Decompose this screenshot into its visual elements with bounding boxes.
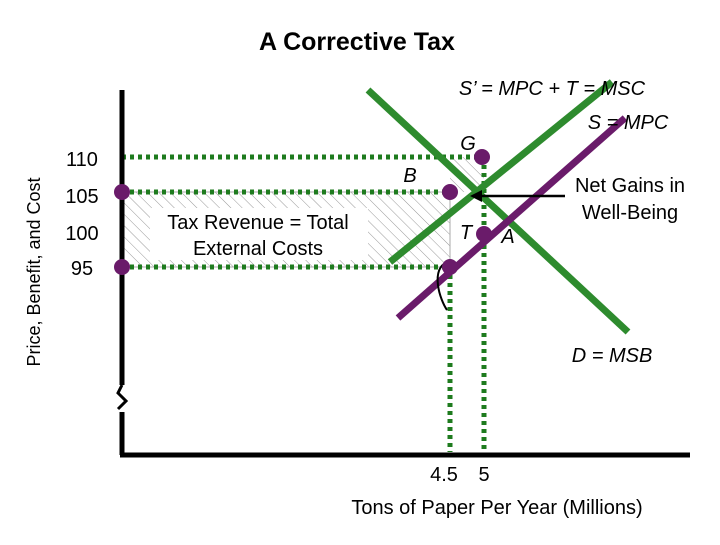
- curve-label: S = MPC: [588, 112, 669, 134]
- x-tick-label: 4.5: [430, 464, 458, 486]
- points: [114, 149, 492, 275]
- y-tick-label: 105: [65, 186, 98, 208]
- annotation: Well-Being: [582, 202, 678, 224]
- y-tick-label: 95: [71, 258, 93, 280]
- demand-curve: [365, 87, 631, 335]
- y-tick-label: 100: [65, 223, 98, 245]
- annotation: Tax Revenue = Total: [167, 212, 348, 234]
- y-axis-label: Price, Benefit, and Cost: [24, 177, 44, 366]
- y-tick-label: 110: [66, 149, 98, 171]
- curve-label: S’ = MPC + T = MSC: [459, 78, 646, 100]
- supply-private-curve: [395, 115, 628, 321]
- annotation: External Costs: [193, 238, 323, 260]
- point-label: A: [500, 226, 514, 248]
- label-bg: [150, 208, 368, 260]
- curve-label: D = MSB: [572, 345, 653, 367]
- point-label: T: [460, 222, 474, 244]
- point-label: G: [460, 133, 476, 155]
- annotation: Net Gains in: [575, 175, 685, 197]
- title: A Corrective Tax: [259, 28, 455, 56]
- dotted-guides: [122, 154, 487, 452]
- x-tick-label: 5: [478, 464, 489, 486]
- supply-social-curve: [387, 79, 615, 265]
- point-label: B: [403, 165, 416, 187]
- axis-break: [116, 384, 129, 411]
- x-axis-label: Tons of Paper Per Year (Millions): [351, 497, 642, 519]
- arrow-head: [470, 190, 482, 202]
